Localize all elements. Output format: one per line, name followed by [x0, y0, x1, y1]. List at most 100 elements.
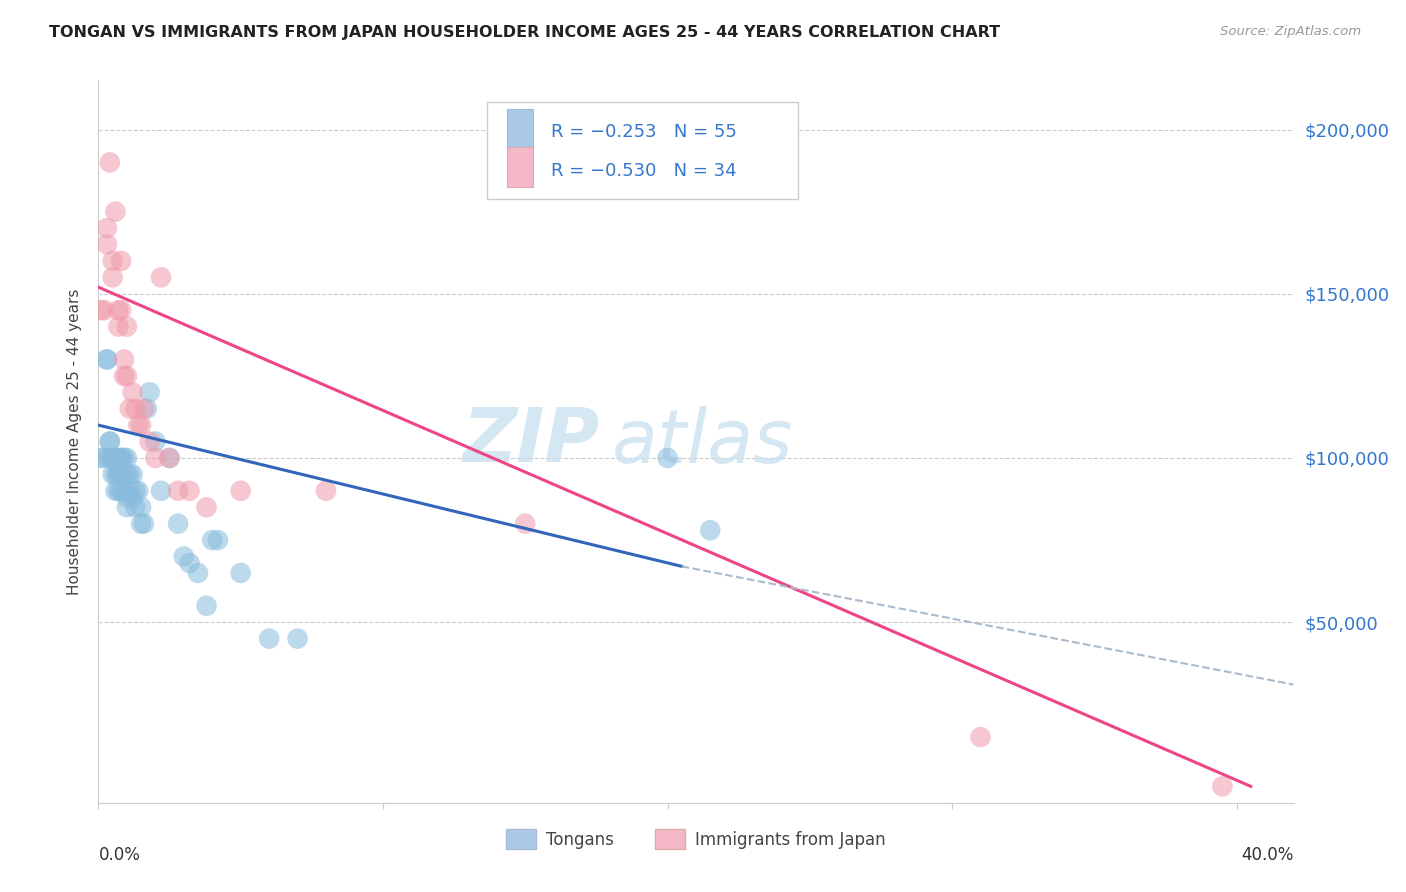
Point [124, 401, 146, 416]
Point [229, 566, 252, 580]
Point [104, 450, 127, 465]
Text: 0.0%: 0.0% [98, 847, 141, 864]
Point [121, 467, 143, 482]
Point [121, 491, 143, 505]
Point [110, 450, 132, 465]
Point [129, 418, 152, 433]
Point [112, 352, 135, 367]
Point [107, 483, 129, 498]
Point [115, 450, 138, 465]
Text: Source: ZipAtlas.com: Source: ZipAtlas.com [1220, 25, 1361, 38]
Legend: Tongans, Immigrants from Japan: Tongans, Immigrants from Japan [499, 822, 893, 856]
Point [107, 319, 129, 334]
Point [98, 434, 121, 449]
Point [96, 352, 118, 367]
Point [98, 155, 121, 169]
Point [112, 450, 135, 465]
Point [90, 450, 112, 465]
Point [118, 483, 141, 498]
Point [112, 483, 135, 498]
Point [110, 450, 132, 465]
Point [195, 500, 218, 515]
Point [112, 467, 135, 482]
Point [118, 467, 141, 482]
Point [132, 401, 155, 416]
Point [107, 467, 129, 482]
Point [107, 303, 129, 318]
Point [143, 450, 166, 465]
Point [104, 204, 127, 219]
Point [699, 523, 721, 537]
Point [150, 270, 173, 285]
Point [195, 599, 218, 613]
Point [167, 516, 190, 531]
Point [127, 483, 149, 498]
Point [129, 516, 152, 531]
Point [96, 221, 118, 235]
Point [159, 450, 181, 465]
Point [179, 556, 201, 570]
Point [207, 533, 229, 547]
Point [104, 483, 127, 498]
Text: TONGAN VS IMMIGRANTS FROM JAPAN HOUSEHOLDER INCOME AGES 25 - 44 YEARS CORRELATIO: TONGAN VS IMMIGRANTS FROM JAPAN HOUSEHOL… [49, 25, 1000, 40]
Point [101, 253, 124, 268]
Point [257, 632, 280, 646]
Text: atlas: atlas [613, 406, 794, 477]
Point [110, 303, 132, 318]
FancyBboxPatch shape [508, 147, 533, 187]
Point [138, 434, 160, 449]
Point [98, 450, 121, 465]
Point [107, 467, 129, 482]
Y-axis label: Householder Income Ages 25 - 44 years: Householder Income Ages 25 - 44 years [66, 288, 82, 595]
Text: R = −0.530   N = 34: R = −0.530 N = 34 [551, 161, 737, 179]
FancyBboxPatch shape [486, 102, 797, 200]
Point [124, 500, 146, 515]
Point [132, 516, 155, 531]
Point [287, 632, 309, 646]
Point [98, 434, 121, 449]
Point [101, 467, 124, 482]
Point [135, 401, 157, 416]
Point [969, 730, 991, 744]
Point [93, 303, 115, 318]
Point [96, 237, 118, 252]
Point [657, 450, 679, 465]
Point [118, 401, 141, 416]
Point [121, 385, 143, 400]
Point [112, 368, 135, 383]
Point [315, 483, 337, 498]
Point [179, 483, 201, 498]
Point [104, 467, 127, 482]
Point [1211, 780, 1233, 794]
Point [229, 483, 252, 498]
Point [115, 500, 138, 515]
Point [127, 418, 149, 433]
Point [124, 483, 146, 498]
Point [110, 467, 132, 482]
Point [159, 450, 181, 465]
Point [129, 500, 152, 515]
Point [110, 253, 132, 268]
Text: R = −0.253   N = 55: R = −0.253 N = 55 [551, 123, 737, 141]
Point [93, 450, 115, 465]
Point [107, 450, 129, 465]
Point [115, 319, 138, 334]
Point [96, 352, 118, 367]
Point [150, 483, 173, 498]
Point [101, 450, 124, 465]
Point [101, 270, 124, 285]
Text: ZIP: ZIP [463, 405, 600, 478]
Point [115, 368, 138, 383]
Point [187, 566, 209, 580]
Point [101, 450, 124, 465]
Point [143, 434, 166, 449]
Point [90, 303, 112, 318]
Point [167, 483, 190, 498]
FancyBboxPatch shape [508, 109, 533, 149]
Point [110, 483, 132, 498]
Point [138, 385, 160, 400]
Point [173, 549, 195, 564]
Point [515, 516, 537, 531]
Point [201, 533, 224, 547]
Text: 40.0%: 40.0% [1241, 847, 1294, 864]
